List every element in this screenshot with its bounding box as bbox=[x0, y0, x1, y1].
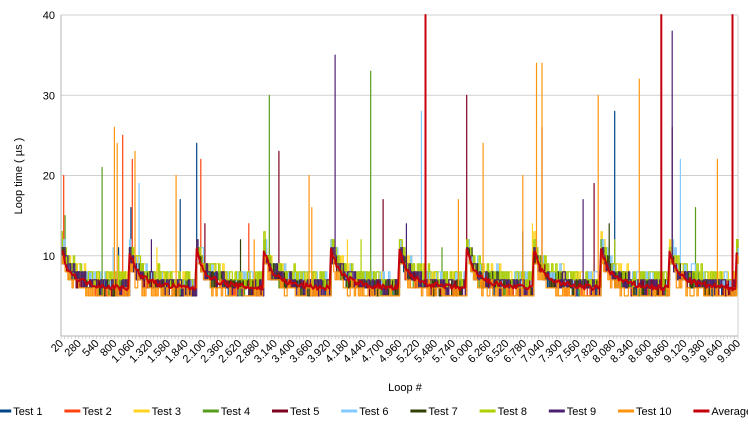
x-tick-label: 540 bbox=[80, 338, 101, 359]
x-axis-title: Loop # bbox=[388, 382, 423, 394]
legend-item: Test 4 bbox=[202, 406, 250, 418]
legend-label: Test 6 bbox=[359, 406, 388, 418]
legend-item: Test 6 bbox=[341, 406, 389, 418]
series-line-average bbox=[60, 14, 739, 292]
legend-item: Test 8 bbox=[479, 406, 527, 418]
y-tick-label: 20 bbox=[43, 171, 55, 183]
y-axis-title: Loop time ( µs ) bbox=[13, 138, 25, 215]
y-tick-label: 40 bbox=[43, 10, 55, 22]
legend-label: Test 2 bbox=[82, 406, 111, 418]
legend-item: Test 5 bbox=[272, 406, 319, 418]
legend-label: Test 3 bbox=[152, 406, 181, 418]
legend: Test 1 Test 2 Test 3 Test 4 Test 5 Test 6 Test… bbox=[0, 406, 748, 418]
y-tick-label: 30 bbox=[43, 90, 55, 102]
series-group bbox=[60, 14, 739, 297]
legend-item: Test 1 bbox=[0, 406, 43, 418]
legend-label: Test 7 bbox=[428, 406, 457, 418]
legend-label: Test 5 bbox=[290, 406, 319, 418]
legend-label: Test 9 bbox=[567, 406, 596, 418]
y-tick-label: 10 bbox=[43, 251, 55, 263]
legend-item: Test 3 bbox=[133, 406, 181, 418]
legend-item: Test 10 bbox=[618, 406, 671, 418]
legend-label: Test 1 bbox=[13, 406, 42, 418]
legend-label: Test 10 bbox=[636, 406, 671, 418]
x-tick-label: 280 bbox=[62, 338, 83, 359]
legend-item: Average bbox=[693, 406, 748, 418]
legend-label: Test 8 bbox=[498, 406, 527, 418]
legend-item: Test 7 bbox=[410, 406, 458, 418]
legend-item: Test 9 bbox=[548, 406, 596, 418]
series-line-test-10 bbox=[61, 62, 739, 297]
axes: 10203040202805408001.0601.3201.5801.8402… bbox=[43, 10, 743, 366]
legend-label: Average bbox=[711, 406, 748, 418]
legend-label: Test 4 bbox=[221, 406, 250, 418]
legend-item: Test 2 bbox=[64, 406, 112, 418]
